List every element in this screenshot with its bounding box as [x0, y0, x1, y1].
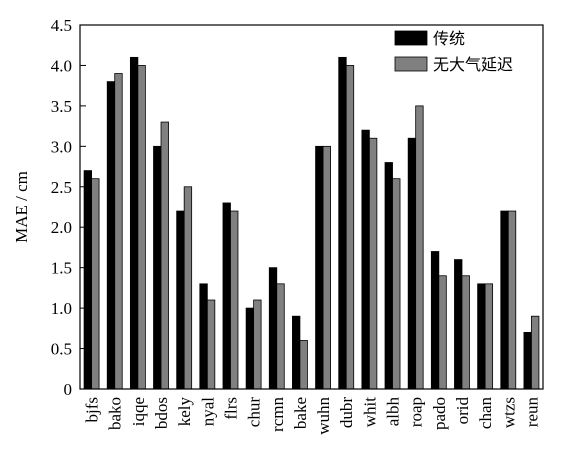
- bar-wtzs-series1: [500, 210, 509, 390]
- x-category-label: bako: [106, 397, 125, 430]
- y-tick-label: 0.5: [51, 340, 72, 359]
- bar-wtzs-series2: [507, 210, 517, 390]
- legend-label: 无大气延迟: [433, 55, 513, 74]
- bar-bake-series2: [299, 340, 308, 390]
- bar-bako-series1: [106, 81, 116, 390]
- bar-bdos-series2: [160, 121, 169, 390]
- bar-rcmn-series1: [268, 267, 278, 390]
- x-category-label: chur: [245, 397, 264, 428]
- y-tick-label: 2.0: [51, 218, 72, 237]
- bar-whit-series1: [361, 129, 370, 390]
- bar-kely-series2: [183, 186, 193, 390]
- bar-pado-series1: [430, 251, 440, 390]
- y-tick-label: 1.0: [51, 299, 72, 318]
- x-category-label: chan: [476, 397, 495, 430]
- y-tick-label: 4.0: [51, 56, 72, 75]
- bar-pado-series2: [438, 275, 447, 390]
- x-category-label: bjfs: [83, 397, 102, 423]
- bar-reun-series2: [531, 315, 540, 390]
- x-category-label: whit: [360, 397, 379, 428]
- y-axis-ticks: 0 0.5 1.0 1.5 2.0 2.5 3.0 3.5 4.0 4.5: [51, 16, 86, 399]
- bar-kely-series1: [176, 210, 185, 390]
- x-category-label: bake: [291, 397, 310, 429]
- bar-bjfs-series2: [91, 178, 100, 390]
- y-tick-label: 4.5: [51, 16, 72, 35]
- y-tick-label: 3.0: [51, 137, 72, 156]
- bar-iqqe-series2: [137, 65, 146, 390]
- bar-whit-series2: [368, 137, 378, 390]
- bar-iqqe-series1: [129, 56, 139, 390]
- x-category-label: reun: [522, 397, 541, 428]
- bars-layer: [83, 56, 540, 390]
- bar-dubr-series1: [338, 56, 347, 390]
- x-category-label: kely: [175, 397, 194, 427]
- y-tick-label: 2.5: [51, 178, 72, 197]
- x-category-label: bdos: [152, 397, 171, 429]
- x-category-label: nyal: [198, 397, 217, 427]
- bar-chur-series2: [253, 299, 262, 390]
- x-category-label: pado: [430, 397, 449, 430]
- x-category-label: flrs: [221, 397, 240, 420]
- bar-chan-series2: [484, 283, 494, 390]
- bar-bake-series1: [292, 315, 301, 390]
- y-tick-label: 1.5: [51, 259, 72, 278]
- x-category-label: dubr: [337, 397, 356, 429]
- bar-flrs-series2: [230, 210, 239, 390]
- bar-wuhn-series2: [322, 145, 331, 390]
- legend-label: 传统: [433, 29, 465, 48]
- x-category-label: roap: [407, 397, 426, 427]
- x-category-label: rcmn: [268, 397, 287, 432]
- bar-orid-series2: [461, 275, 470, 390]
- x-axis-category-labels: bjfs bako iqqe bdos kely nyal flrs chur rcmn bake…: [83, 397, 542, 435]
- bar-chan-series1: [477, 283, 486, 390]
- bar-orid-series1: [454, 259, 463, 390]
- x-category-label: iqqe: [129, 397, 148, 426]
- x-category-label: albh: [384, 397, 403, 427]
- bar-nyal-series1: [199, 283, 208, 390]
- bar-roap-series2: [415, 105, 424, 390]
- y-tick-label: 3.5: [51, 97, 72, 116]
- bar-dubr-series2: [345, 65, 355, 390]
- bar-reun-series1: [523, 331, 532, 390]
- legend-swatch: [394, 56, 428, 72]
- bar-flrs-series1: [222, 202, 231, 390]
- legend-swatch: [394, 30, 428, 46]
- bar-albh-series2: [392, 178, 401, 390]
- bar-albh-series1: [384, 162, 393, 390]
- y-tick-label: 0: [64, 380, 73, 399]
- bar-rcmn-series2: [276, 283, 285, 390]
- bar-bdos-series1: [153, 145, 162, 390]
- bar-wuhn-series1: [315, 145, 324, 390]
- x-category-label: orid: [453, 397, 472, 425]
- bar-bako-series2: [114, 73, 123, 390]
- plot-frame: [79, 24, 544, 390]
- bar-bjfs-series1: [83, 170, 92, 390]
- y-axis-label: MAE / cm: [12, 171, 31, 243]
- bar-chur-series1: [245, 307, 255, 390]
- bar-roap-series1: [407, 137, 417, 390]
- bar-nyal-series2: [206, 299, 216, 390]
- x-category-label: wtzs: [499, 397, 518, 428]
- x-category-label: wuhn: [314, 397, 333, 435]
